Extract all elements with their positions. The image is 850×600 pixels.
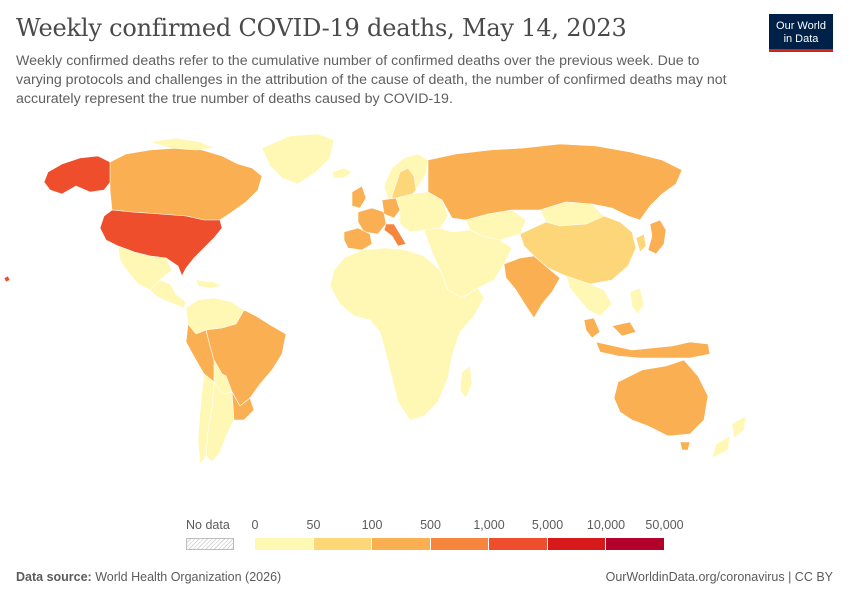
region-malaysia[interactable]	[583, 317, 637, 339]
legend-bin-6[interactable]	[606, 538, 665, 550]
region-central-america[interactable]	[149, 279, 187, 309]
legend-tick-7: 50,000	[645, 518, 684, 532]
legend-tick-1: 50	[306, 518, 321, 532]
legend-tick-3: 500	[420, 518, 441, 532]
owid-logo[interactable]: Our World in Data	[769, 14, 833, 52]
legend-tick-5: 5,000	[531, 518, 564, 532]
logo-line-1: Our World	[776, 20, 826, 32]
map-legend: No data 0 50 100 500 1,000 5,000 10,000 50,000	[0, 512, 850, 552]
legend-no-data-swatch[interactable]	[186, 538, 234, 550]
region-uk[interactable]	[351, 185, 367, 209]
region-indonesia[interactable]	[595, 341, 711, 359]
region-france[interactable]	[357, 207, 387, 235]
legend-bin-5[interactable]	[547, 538, 606, 550]
region-tasmania[interactable]	[679, 441, 691, 451]
world-map	[3, 133, 747, 465]
legend-no-data-label: No data	[186, 518, 230, 532]
region-canada[interactable]	[109, 147, 263, 221]
url-license[interactable]: OurWorldinData.org/coronavirus | CC BY	[605, 570, 833, 584]
logo-line-2: in Data	[783, 33, 819, 45]
region-new-zealand[interactable]	[711, 415, 747, 459]
region-caribbean[interactable]	[195, 279, 223, 289]
region-argentina[interactable]	[205, 381, 241, 463]
region-usa[interactable]	[99, 209, 223, 277]
data-source-label: Data source:	[16, 570, 92, 584]
region-africa[interactable]	[329, 247, 485, 421]
region-australia[interactable]	[613, 359, 709, 437]
chart-title: Weekly confirmed COVID-19 deaths, May 14…	[16, 14, 627, 42]
region-germany[interactable]	[381, 197, 401, 219]
region-japan[interactable]	[647, 219, 667, 255]
legend-bin-0[interactable]	[255, 538, 314, 550]
region-madagascar[interactable]	[459, 365, 473, 399]
region-hawaii[interactable]	[3, 275, 11, 283]
region-canada-islands[interactable]	[149, 137, 215, 151]
region-korea[interactable]	[635, 233, 647, 253]
region-greenland[interactable]	[261, 133, 335, 185]
region-spain[interactable]	[343, 227, 373, 251]
chart-subtitle: Weekly confirmed deaths refer to the cum…	[16, 53, 727, 107]
region-philippines[interactable]	[629, 287, 645, 315]
legend-tick-6: 10,000	[586, 518, 626, 532]
region-italy[interactable]	[383, 223, 407, 247]
legend-bin-3[interactable]	[430, 538, 489, 550]
data-source-value[interactable]: World Health Organization (2026)	[95, 570, 282, 584]
legend-tick-4: 1,000	[473, 518, 505, 532]
legend-bin-4[interactable]	[489, 538, 548, 550]
region-southeast-asia[interactable]	[565, 275, 613, 317]
region-alaska[interactable]	[43, 155, 113, 195]
legend-tick-0: 0	[251, 518, 259, 532]
legend-bin-1[interactable]	[313, 538, 372, 550]
region-iceland[interactable]	[331, 167, 353, 179]
legend-bin-2[interactable]	[372, 538, 431, 550]
region-india[interactable]	[503, 255, 561, 319]
region-paraguay-uruguay[interactable]	[231, 391, 255, 421]
data-source: Data source: World Health Organization (…	[16, 570, 281, 584]
legend-tick-2: 100	[361, 518, 383, 532]
